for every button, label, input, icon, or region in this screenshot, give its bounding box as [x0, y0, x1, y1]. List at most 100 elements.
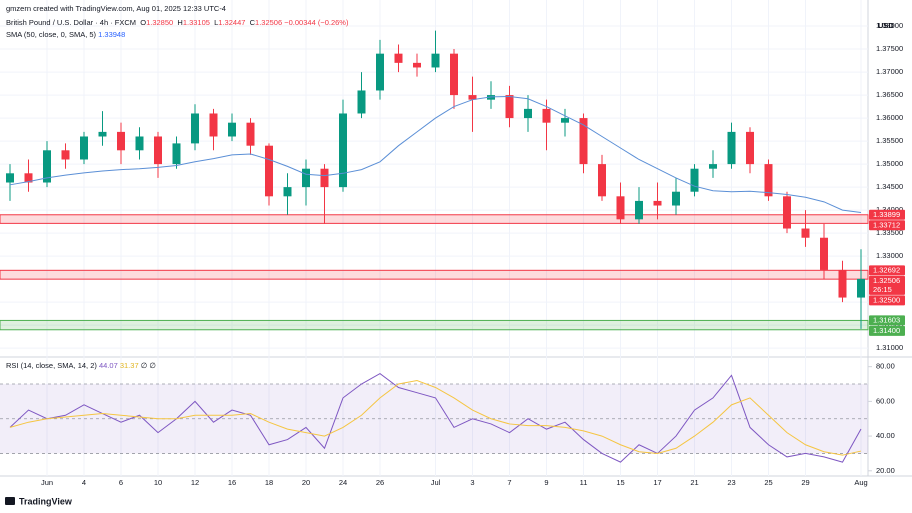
candle-body — [6, 173, 14, 183]
candle-body — [302, 168, 310, 188]
sma-legend: SMA (50, close, 0, SMA, 5) 1.33948 — [6, 30, 125, 39]
x-tick-label: 25 — [764, 478, 772, 487]
countdown: 26:15 — [873, 285, 892, 294]
candle-body — [24, 173, 33, 183]
candle-body — [783, 196, 791, 229]
key: C — [249, 18, 256, 27]
x-tick-label: 17 — [653, 478, 661, 487]
candle-body — [431, 53, 440, 68]
price-tag-label: 1.31400 — [873, 326, 900, 335]
candle-body — [542, 108, 551, 123]
candle-body — [468, 95, 477, 100]
change: −0.00344 (−0.26%) — [284, 18, 349, 27]
key: O — [140, 18, 147, 27]
sma-value: 1.33948 — [98, 30, 126, 39]
value: 1.32850 — [146, 18, 174, 27]
y-tick-label: 1.31000 — [876, 343, 903, 352]
price-tag — [869, 325, 905, 336]
x-tick-label: Jul — [431, 478, 441, 487]
y-tick-label: 1.38000 — [876, 21, 903, 30]
y-tick-label: 20.00 — [876, 466, 895, 475]
x-tick-label: 3 — [470, 478, 474, 487]
price-tag-label: 1.32500 — [873, 295, 900, 304]
currency-label: USD — [878, 21, 894, 30]
y-tick-label: 1.36500 — [876, 90, 903, 99]
x-tick-label: 10 — [154, 478, 162, 487]
candle-body — [339, 113, 347, 188]
x-tick-label: 26 — [376, 478, 384, 487]
x-tick-label: 15 — [616, 478, 624, 487]
sma-line — [9, 95, 862, 214]
rsi-line — [9, 373, 862, 463]
candle-body — [117, 131, 125, 151]
y-tick-label: 1.34500 — [876, 182, 903, 191]
y-tick-label: 40.00 — [876, 431, 895, 440]
y-tick-label: 1.33000 — [876, 251, 903, 260]
candle-body — [376, 53, 384, 91]
candle-body — [413, 62, 421, 68]
price-tag-label: 1.31603 — [873, 315, 900, 324]
sma-title: SMA (50, close, 0, SMA, 5) — [6, 30, 97, 39]
x-tick-label: Jun — [41, 478, 53, 487]
x-tick-label: 16 — [228, 478, 236, 487]
price-tag-label: 1.33712 — [873, 220, 900, 229]
logo-icon — [5, 497, 15, 505]
y-tick-label: 80.00 — [876, 362, 895, 371]
candle-body — [746, 131, 754, 165]
candle-body — [43, 150, 51, 183]
candle-body — [672, 191, 680, 206]
rsi-pane: 20.00 40.00 60.00 80.00 — [0, 362, 895, 475]
x-tick-label: 12 — [191, 478, 199, 487]
candle-body — [505, 95, 514, 119]
candle-body — [246, 122, 255, 146]
ohlc-open: O1.32850 — [138, 18, 173, 27]
logo-text: TradingView — [19, 496, 73, 506]
x-tick-label: 29 — [801, 478, 809, 487]
candle-body — [820, 237, 828, 270]
y-tick-label: 1.35000 — [876, 159, 903, 168]
price-tag-label: 1.32692 — [873, 265, 900, 274]
x-tick-label: 18 — [265, 478, 273, 487]
value: 1.32506 — [255, 18, 283, 27]
candle-body — [61, 150, 70, 160]
candle-body — [561, 118, 569, 123]
y-tick-label: 60.00 — [876, 396, 895, 405]
symbol-legend: British Pound / U.S. Dollar · 4h · FXCM … — [6, 18, 348, 27]
y-tick-label: 1.36000 — [876, 113, 903, 122]
rsi-ma-value: 31.37 — [119, 361, 139, 370]
x-tick-label: 24 — [339, 478, 347, 487]
x-tick-label: 11 — [580, 478, 588, 487]
candle-body — [838, 269, 847, 298]
x-tick-label: 9 — [544, 478, 548, 487]
x-tick-label: 4 — [82, 478, 86, 487]
rsi-extra: ∅ ∅ — [140, 361, 156, 370]
candle-body — [394, 53, 403, 63]
candle-body — [598, 164, 606, 197]
candle-body — [80, 136, 88, 160]
ohlc-close: C1.32506 — [248, 18, 283, 27]
ohlc-high: H1.33105 — [175, 18, 210, 27]
candle-body — [98, 131, 107, 137]
candle-body — [283, 187, 292, 197]
key: H — [177, 18, 183, 27]
rsi-title: RSI (14, close, SMA, 14, 2) — [6, 361, 97, 370]
candle-body — [857, 278, 865, 298]
value: 1.33105 — [182, 18, 210, 27]
y-tick-label: 1.37500 — [876, 44, 903, 53]
rsi-ma-line — [9, 380, 862, 456]
key: L — [214, 18, 219, 27]
candle-body — [172, 143, 181, 165]
candle-body — [709, 164, 717, 169]
price-tag — [869, 315, 905, 326]
rsi-legend: RSI (14, close, SMA, 14, 2) 44.07 31.37 … — [6, 361, 156, 370]
candle-body — [727, 131, 736, 165]
y-tick-label: 1.35500 — [876, 136, 903, 145]
x-tick-label: Aug — [854, 478, 867, 487]
x-tick-label: 7 — [507, 478, 511, 487]
candle-body — [801, 228, 810, 238]
candle-body — [635, 200, 643, 220]
candle-body — [450, 53, 458, 96]
value: 1.32447 — [218, 18, 246, 27]
